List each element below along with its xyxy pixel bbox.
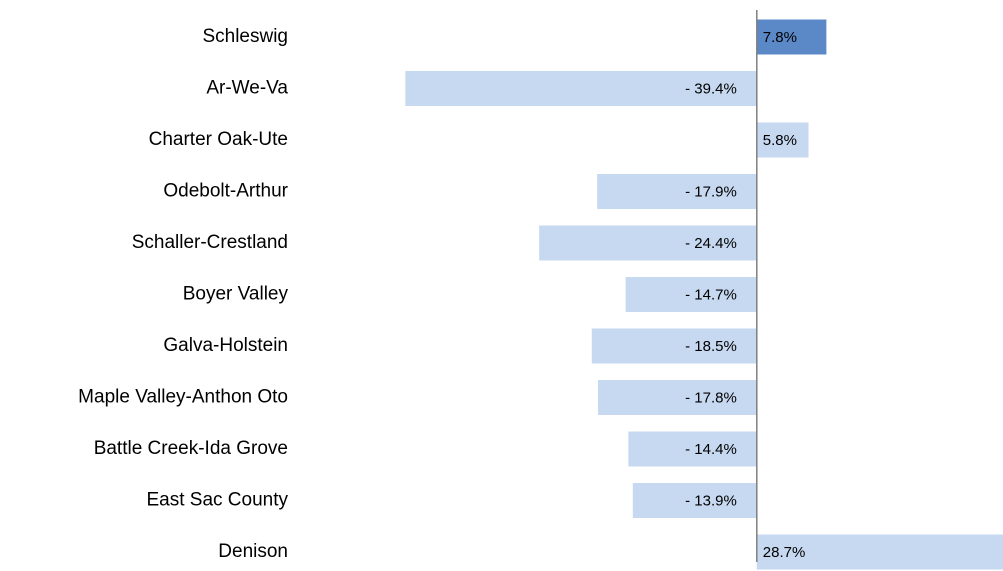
category-label: Schleswig (202, 26, 288, 47)
category-label: Schaller-Crestland (132, 232, 288, 253)
value-label: 7.8% (763, 29, 797, 46)
value-label: - 17.9% (685, 183, 737, 200)
category-label: Maple Valley-Anthon Oto (78, 387, 288, 408)
bar (756, 534, 1003, 570)
value-label: - 13.9% (685, 492, 737, 509)
category-label: Battle Creek-Ida Grove (94, 438, 288, 459)
value-label: - 14.4% (685, 441, 737, 458)
bar (756, 19, 827, 55)
value-label: - 39.4% (685, 80, 737, 97)
category-label: Galva-Holstein (163, 335, 288, 356)
category-label: East Sac County (146, 490, 288, 511)
category-label: Odebolt-Arthur (163, 181, 288, 202)
category-label: Charter Oak-Ute (149, 129, 288, 150)
bar (628, 431, 757, 467)
bar (591, 328, 757, 364)
category-label: Denison (218, 541, 288, 562)
category-label: Ar-We-Va (206, 78, 288, 99)
value-label: 5.8% (763, 132, 797, 149)
bar (598, 380, 757, 415)
bar (625, 277, 757, 312)
value-label: - 24.4% (685, 235, 737, 252)
value-label: 28.7% (763, 544, 806, 561)
value-label: - 14.7% (685, 286, 737, 303)
value-label: - 17.8% (685, 389, 737, 406)
bar (597, 174, 757, 209)
bar (539, 225, 757, 261)
bar (405, 71, 757, 106)
value-label: - 18.5% (685, 338, 737, 355)
bar (632, 483, 757, 518)
bar (756, 122, 809, 158)
category-label: Boyer Valley (183, 284, 289, 305)
